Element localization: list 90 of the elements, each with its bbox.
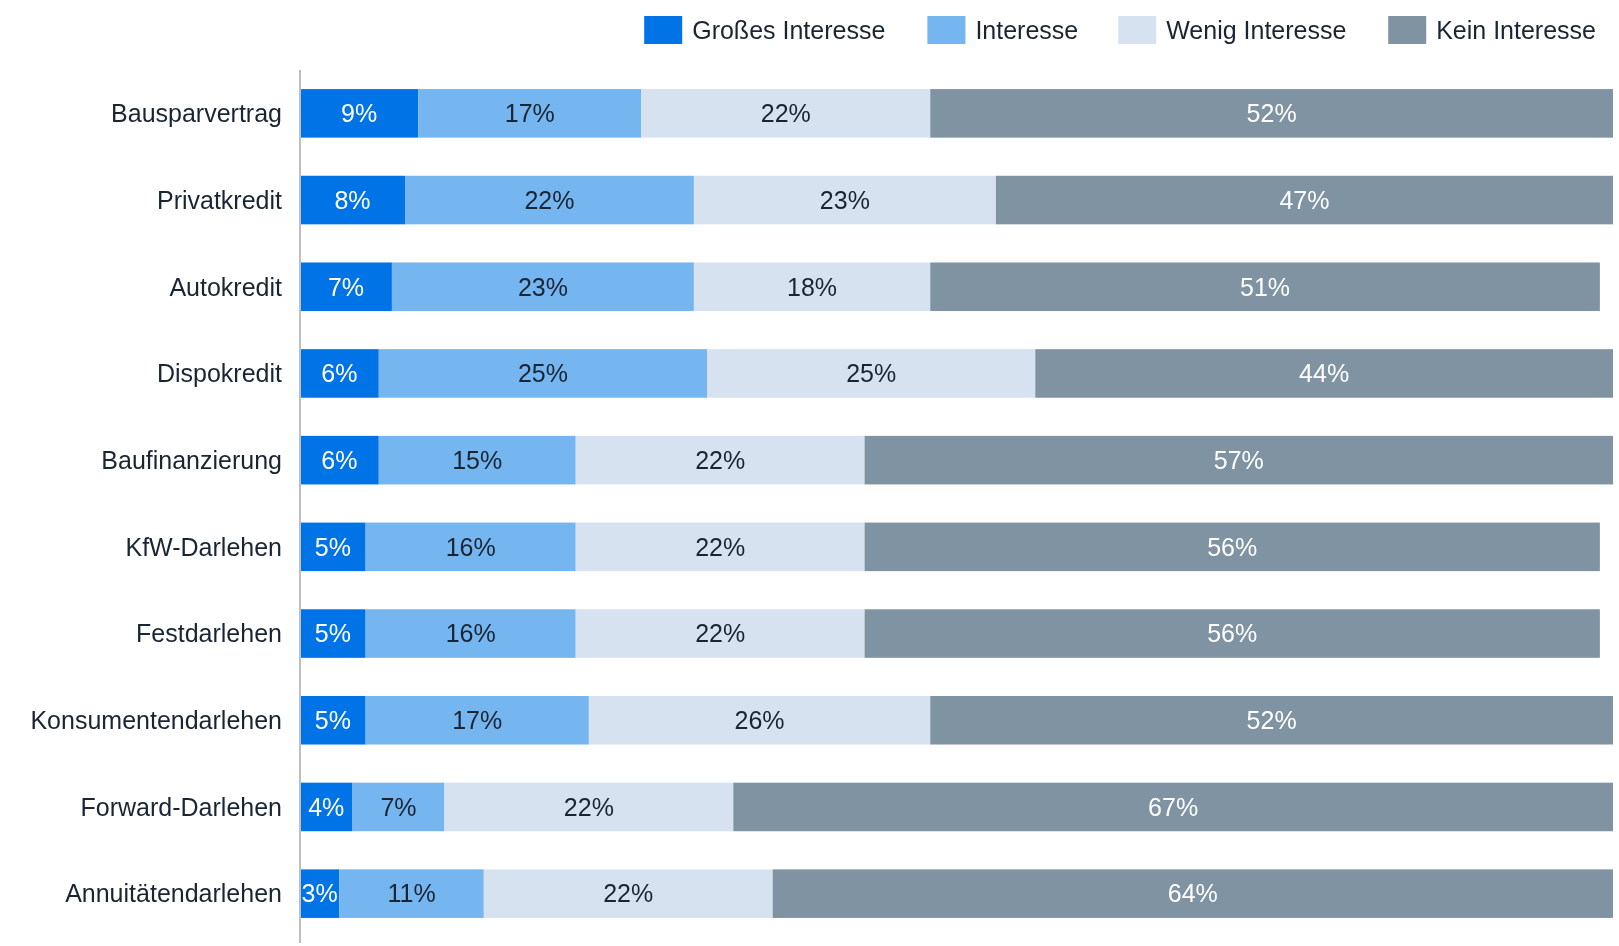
bar	[483, 869, 773, 918]
data-label: 4%	[308, 792, 345, 821]
bar	[405, 175, 694, 225]
data-label: 22%	[603, 879, 654, 908]
data-label: 64%	[1167, 879, 1218, 908]
bar	[418, 89, 642, 138]
data-label: 26%	[734, 706, 785, 734]
data-label: 5%	[314, 532, 351, 561]
data-label: 22%	[695, 445, 746, 474]
data-label: 7%	[327, 272, 365, 301]
y-tick-label: Autokredit	[169, 272, 283, 301]
bar	[641, 89, 931, 138]
bar	[864, 609, 1600, 658]
data-label: 7%	[380, 792, 417, 821]
bar	[693, 175, 996, 225]
y-tick-label: Forward-Darlehen	[80, 792, 282, 821]
data-label: 51%	[1240, 272, 1291, 301]
bar	[339, 869, 484, 918]
data-label: 15%	[452, 445, 503, 474]
y-tick-label: Dispokredit	[156, 359, 283, 388]
legend-label: Interesse	[975, 15, 1079, 44]
data-label: 52%	[1246, 706, 1297, 734]
bar	[864, 522, 1600, 572]
data-label: 56%	[1207, 532, 1258, 561]
bar	[300, 609, 366, 658]
y-tick-label: KfW-Darlehen	[125, 532, 282, 561]
data-label: 18%	[787, 272, 838, 301]
data-label: 57%	[1213, 445, 1264, 474]
bar	[995, 175, 1613, 225]
legend-label: Kein Interesse	[1436, 15, 1597, 44]
data-label: 9%	[341, 99, 378, 128]
y-tick-label: Baufinanzierung	[101, 445, 282, 474]
bar	[300, 175, 406, 225]
data-label: 47%	[1279, 185, 1330, 214]
data-label: 44%	[1299, 359, 1350, 388]
bar	[930, 262, 1600, 312]
bar	[365, 609, 576, 658]
data-label: 8%	[334, 185, 371, 214]
bar	[588, 695, 931, 745]
data-label: 17%	[504, 99, 555, 128]
bar	[352, 782, 445, 832]
data-label: 5%	[314, 706, 351, 734]
data-label: 6%	[321, 445, 358, 474]
bar	[1035, 349, 1613, 398]
data-label: 3%	[301, 879, 338, 908]
bar	[365, 695, 589, 745]
bar	[300, 695, 366, 745]
y-tick-label: Annuitätendarlehen	[65, 879, 282, 908]
bar	[391, 262, 694, 312]
data-label: 22%	[760, 99, 811, 128]
data-label: 22%	[695, 532, 746, 561]
data-label: 23%	[517, 272, 568, 301]
data-label: 25%	[846, 359, 897, 388]
bar	[378, 349, 708, 398]
data-label: 22%	[524, 185, 575, 214]
bar	[300, 262, 392, 312]
bar	[733, 782, 1613, 832]
bar	[575, 522, 865, 572]
data-label: 23%	[819, 185, 870, 214]
data-label: 16%	[445, 532, 496, 561]
bar	[930, 89, 1613, 138]
bar	[693, 262, 931, 312]
data-label: 67%	[1148, 792, 1199, 821]
data-label: 6%	[321, 359, 358, 388]
y-tick-label: Privatkredit	[156, 185, 283, 214]
legend-label: Wenig Interesse	[1166, 15, 1347, 44]
data-label: 22%	[563, 792, 614, 821]
bar	[707, 349, 1036, 398]
bar	[378, 435, 576, 485]
y-tick-label: Konsumentendarlehen	[30, 706, 282, 734]
data-label: 16%	[445, 619, 496, 648]
bar	[772, 869, 1613, 918]
bar	[365, 522, 576, 572]
bar	[575, 609, 865, 658]
data-label: 52%	[1246, 99, 1297, 128]
data-label: 56%	[1207, 619, 1258, 648]
bar	[444, 782, 734, 832]
bar	[864, 435, 1613, 485]
data-label: 17%	[452, 706, 503, 734]
bar	[300, 349, 379, 398]
legend-label: Großes Interesse	[692, 15, 886, 44]
y-tick-label: Bausparvertrag	[111, 99, 282, 128]
data-label: 22%	[695, 619, 746, 648]
y-tick-label: Festdarlehen	[136, 619, 282, 648]
bar	[930, 695, 1613, 745]
data-label: 25%	[517, 359, 568, 388]
data-label: 11%	[387, 879, 436, 908]
data-label: 5%	[314, 619, 351, 648]
bar	[300, 89, 419, 138]
bar	[575, 435, 865, 485]
